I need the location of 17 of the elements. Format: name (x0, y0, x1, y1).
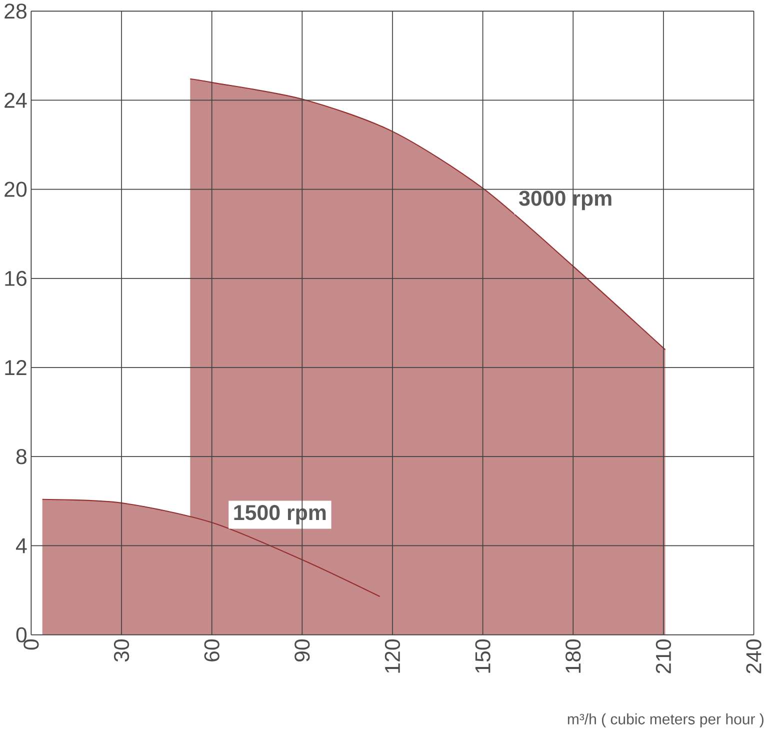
y-tick-label: 12 (5, 360, 26, 376)
x-tick-label: 210 (656, 639, 672, 674)
y-tick-label: 4 (16, 538, 27, 554)
x-tick-label: 120 (384, 639, 400, 673)
x-axis-title: m³/h ( cubic meters per hour ) (568, 713, 764, 728)
x-tick-label: 150 (475, 639, 490, 673)
y-tick-label: 28 (4, 4, 26, 19)
series-label: 3000 rpm (519, 190, 612, 210)
x-tick-label: 180 (566, 639, 581, 673)
y-tick-label: 24 (4, 92, 27, 108)
y-tick-label: 8 (16, 449, 26, 464)
x-tick-label: 240 (746, 639, 762, 674)
x-tick-label: 60 (204, 639, 220, 662)
y-tick-label: 16 (5, 270, 26, 286)
x-tick-label: 30 (114, 639, 130, 662)
y-tick-label: 20 (4, 182, 27, 197)
x-tick-label: 90 (294, 639, 310, 662)
